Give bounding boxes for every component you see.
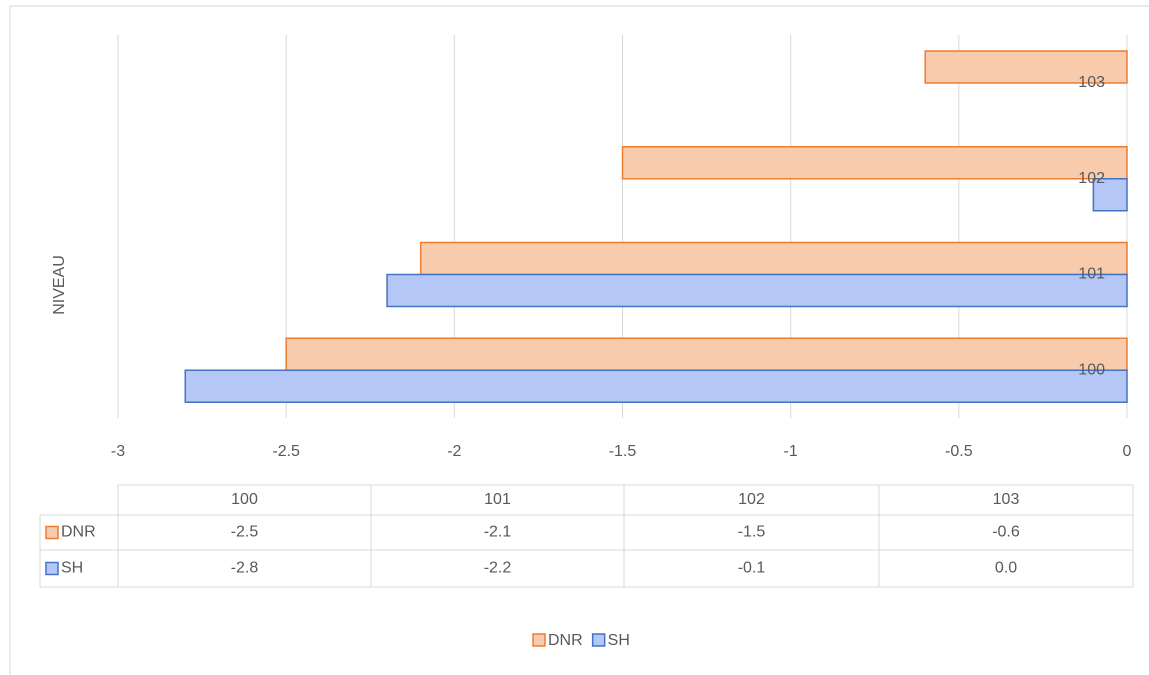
x-tick-label: -2	[447, 443, 461, 460]
bar	[924, 50, 1128, 84]
table-row-label: DNR	[61, 524, 96, 541]
y-tick-label: 103	[1078, 74, 1105, 91]
legend-label: SH	[608, 632, 630, 649]
x-tick-label: -2.5	[272, 443, 300, 460]
y-tick-label: 102	[1078, 170, 1105, 187]
table-header: 103	[993, 491, 1020, 508]
table-cell: -1.5	[738, 524, 766, 541]
legend-swatch	[591, 633, 606, 647]
table-row-label: SH	[61, 560, 83, 577]
bar	[386, 273, 1128, 308]
legend-swatch	[45, 561, 59, 576]
bar	[419, 241, 1128, 276]
bar	[285, 337, 1128, 371]
bar	[184, 369, 1128, 403]
bar	[621, 146, 1128, 180]
table-cell: -0.1	[738, 560, 766, 577]
x-tick-label: 0	[1123, 443, 1132, 460]
legend-swatch	[45, 525, 59, 540]
table-cell: -2.8	[231, 560, 259, 577]
x-tick-label: -0.5	[945, 443, 973, 460]
table-cell: -0.6	[992, 524, 1020, 541]
x-tick-label: -1	[784, 443, 798, 460]
table-cell: -2.2	[484, 560, 512, 577]
x-tick-label: -3	[111, 443, 125, 460]
y-axis-title: NIVEAU	[51, 255, 68, 315]
y-tick-label: 101	[1078, 266, 1105, 283]
y-tick-label: 100	[1078, 361, 1105, 378]
table-header: 100	[231, 491, 258, 508]
table-header: 101	[484, 491, 511, 508]
table-cell: 0.0	[995, 560, 1017, 577]
table-cell: -2.1	[484, 524, 512, 541]
bar	[1092, 178, 1128, 212]
legend-swatch	[532, 633, 546, 647]
table-header: 102	[738, 491, 765, 508]
x-tick-label: -1.5	[609, 443, 637, 460]
legend-label: DNR	[548, 632, 583, 649]
table-cell: -2.5	[231, 524, 259, 541]
